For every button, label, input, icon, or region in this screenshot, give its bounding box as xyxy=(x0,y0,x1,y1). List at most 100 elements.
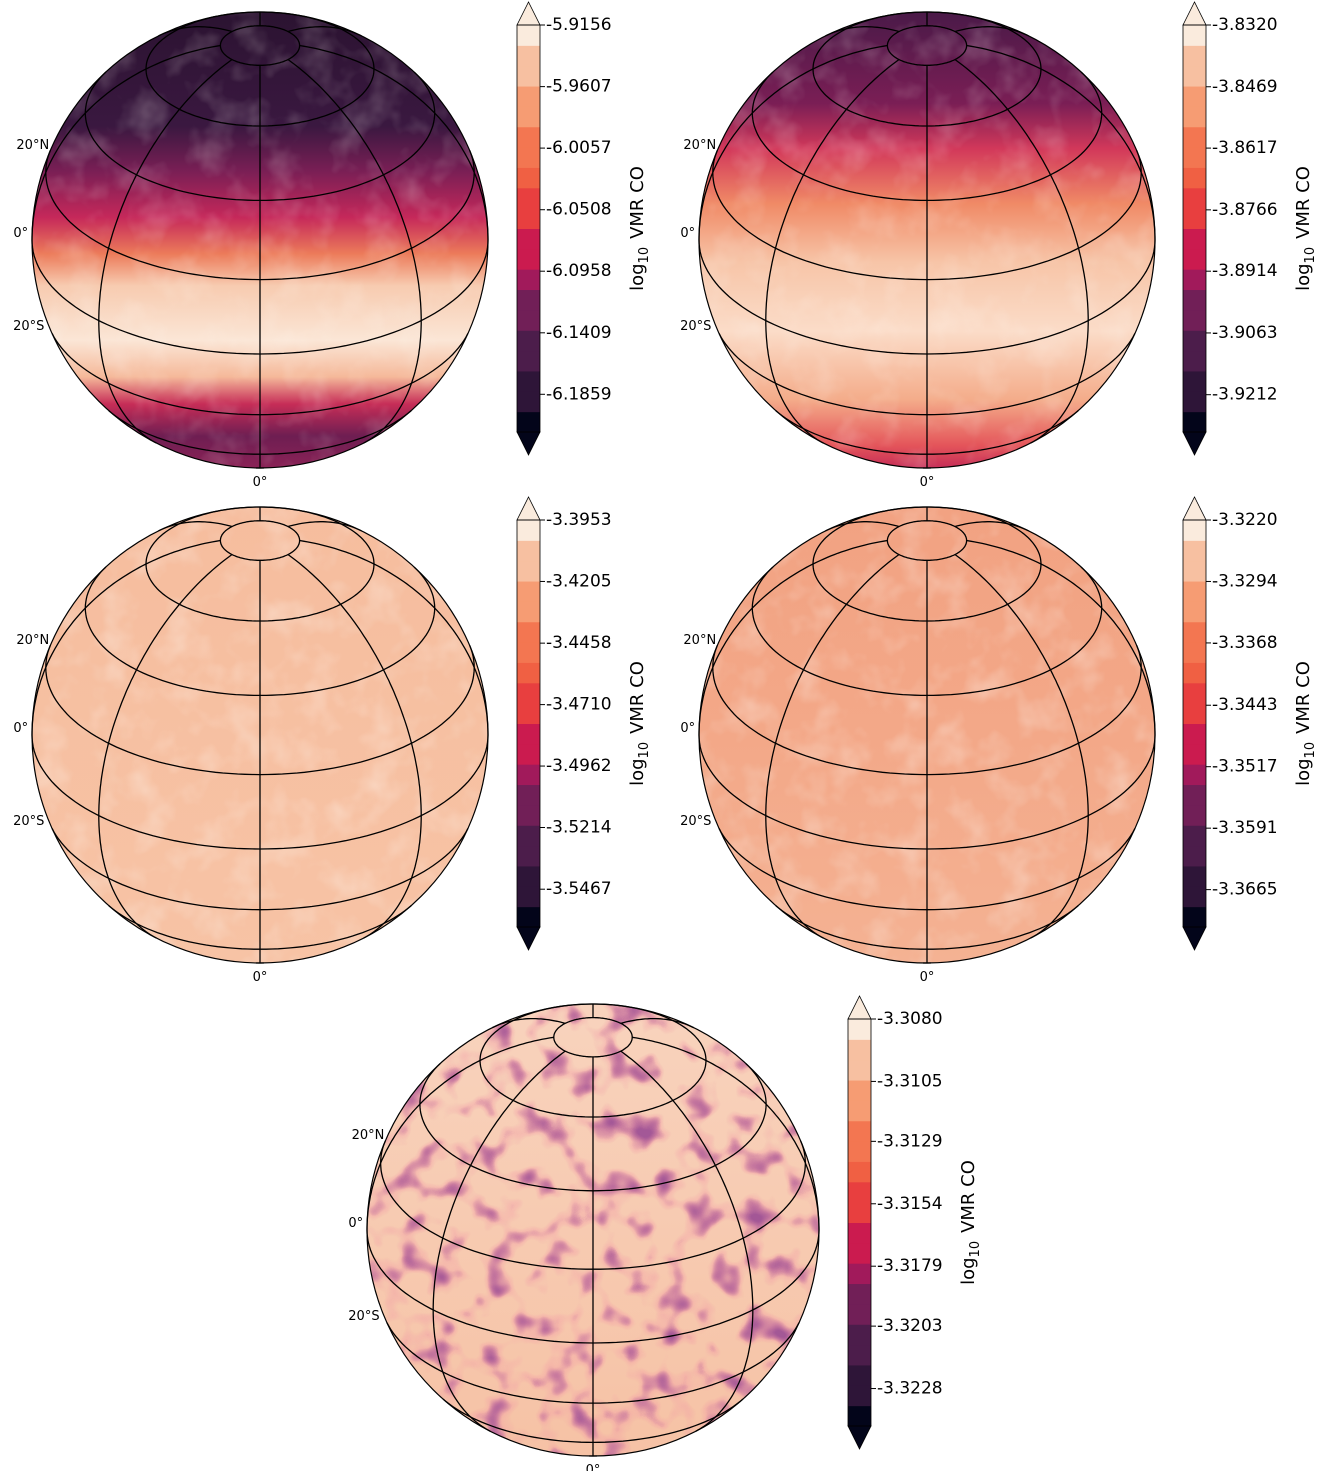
colorbar-tick-label: -3.5467 xyxy=(546,879,612,899)
lon-label: 0° xyxy=(920,475,935,490)
colorbar-tick-label: -3.3228 xyxy=(877,1379,943,1399)
colorbar-level xyxy=(848,1059,871,1081)
colorbar-level xyxy=(848,1222,871,1244)
label-part: VMR CO xyxy=(1293,661,1314,734)
colorbar-tick-label: -3.3179 xyxy=(877,1256,943,1276)
colorbar-tick-label: -3.3517 xyxy=(1212,757,1278,777)
colorbar-outline xyxy=(516,24,541,433)
colorbar-level xyxy=(1183,248,1206,270)
colorbar-level xyxy=(1183,784,1206,806)
colorbar-level xyxy=(517,411,540,433)
label-sub: 10 xyxy=(968,1241,983,1258)
colorbar-level xyxy=(1183,45,1206,67)
colorbar-level xyxy=(517,370,540,392)
colorbar-level xyxy=(517,86,540,107)
colorbar-level xyxy=(1183,845,1206,867)
colorbar-tick-label: -3.3105 xyxy=(877,1071,943,1091)
colorbar-level xyxy=(517,703,540,724)
colorbar-tick-label: -6.0057 xyxy=(546,138,612,158)
colorbar-level xyxy=(1183,25,1206,46)
colorbar-level xyxy=(1183,886,1206,908)
colorbar-extend-top xyxy=(847,995,872,1020)
lat-label: 20°N xyxy=(683,138,716,153)
colorbar-tick-label: -3.3665 xyxy=(1212,880,1278,900)
colorbar-level xyxy=(848,1100,871,1122)
colorbar-level xyxy=(848,1039,871,1061)
lat-label: 20°N xyxy=(16,138,49,153)
colorbar-tick-label: -3.9212 xyxy=(1212,385,1278,405)
label-part: log xyxy=(1293,263,1314,290)
colorbar-label: log10 VMR CO xyxy=(1293,166,1318,291)
colorbar-level xyxy=(1183,370,1206,392)
label-part: VMR CO xyxy=(627,661,648,734)
label-part: VMR CO xyxy=(1293,166,1314,239)
colorbar-level xyxy=(1183,309,1206,331)
colorbar-tick-label: -3.3080 xyxy=(877,1009,943,1029)
globe-outline xyxy=(698,506,1156,964)
colorbar-level xyxy=(848,1120,871,1142)
colorbar-level xyxy=(1183,560,1206,582)
lat-label: 20°N xyxy=(352,1128,385,1143)
label-part: log xyxy=(627,758,648,785)
colorbar-level xyxy=(848,1405,871,1427)
colorbar-level xyxy=(1183,682,1206,704)
colorbar-level xyxy=(1183,621,1206,643)
colorbar-level xyxy=(517,391,540,413)
colorbar-tick-label: -3.8766 xyxy=(1212,200,1278,220)
colorbar-extend-bottom xyxy=(1182,431,1207,456)
colorbar-level xyxy=(517,147,540,168)
colorbar-level xyxy=(848,1181,871,1203)
colorbar-level xyxy=(517,208,540,229)
colorbar-level xyxy=(1183,86,1206,107)
colorbar-level xyxy=(517,520,540,541)
colorbar-label: log10 VMR CO xyxy=(958,1160,983,1285)
graticule xyxy=(31,539,221,735)
colorbar-extend-top xyxy=(1182,496,1207,521)
colorbar-level xyxy=(517,621,540,643)
colorbar-level xyxy=(517,764,540,786)
colorbar-level xyxy=(517,581,540,602)
colorbar-level xyxy=(848,1242,871,1264)
colorbar-level xyxy=(517,309,540,331)
lon-label: 0° xyxy=(253,970,268,985)
colorbar-extend-top xyxy=(1182,1,1207,26)
colorbar-level xyxy=(517,126,540,148)
colorbar-tick-label: -6.1859 xyxy=(546,384,612,404)
colorbar-tick-label: -3.3129 xyxy=(877,1131,943,1151)
colorbar-level xyxy=(1183,350,1206,372)
colorbar-tick-label: -6.1409 xyxy=(546,323,612,343)
colorbar-level xyxy=(517,65,540,87)
colorbar-level xyxy=(1183,743,1206,765)
label-part: VMR CO xyxy=(627,166,648,239)
colorbar-outline xyxy=(847,1018,872,1427)
colorbar-level xyxy=(1183,126,1206,148)
colorbar-level xyxy=(517,804,540,826)
colorbar-level xyxy=(1183,106,1206,128)
lon-label: 0° xyxy=(920,970,935,985)
panel: 20°N 0° 20°S 0° -3.3953 -3.4205 -3.4458 -3.4710… xyxy=(13,496,652,985)
colorbar-level xyxy=(1183,330,1206,352)
colorbar-level xyxy=(848,1080,871,1101)
lat-label: 20°S xyxy=(348,1309,379,1324)
panel: 20°N 0° 20°S 0° -3.3080 -3.3105 -3.3129 -3.3154… xyxy=(348,995,983,1471)
colorbar-level xyxy=(1183,906,1206,928)
lat-label: 20°S xyxy=(13,814,44,829)
colorbar-level xyxy=(848,1364,871,1386)
colorbar-extend-bottom xyxy=(516,926,541,951)
colorbar-level xyxy=(517,906,540,928)
colorbar-tick-label: -3.9063 xyxy=(1212,323,1278,343)
colorbar-level xyxy=(848,1385,871,1407)
colorbar-level xyxy=(517,642,540,663)
label-part: VMR CO xyxy=(958,1160,979,1233)
colorbar-tick-label: -3.3220 xyxy=(1212,510,1278,530)
label-sub: 10 xyxy=(1303,742,1318,759)
globe-outline xyxy=(31,11,489,469)
colorbar-level xyxy=(517,784,540,806)
colorbar-level xyxy=(517,106,540,128)
colorbar-label: log10 VMR CO xyxy=(627,661,652,786)
colorbar-tick-label: -5.9607 xyxy=(546,77,612,97)
colorbar-tick-label: -3.8914 xyxy=(1212,261,1278,281)
colorbar-extend-bottom xyxy=(516,431,541,456)
colorbar-level xyxy=(1183,601,1206,623)
